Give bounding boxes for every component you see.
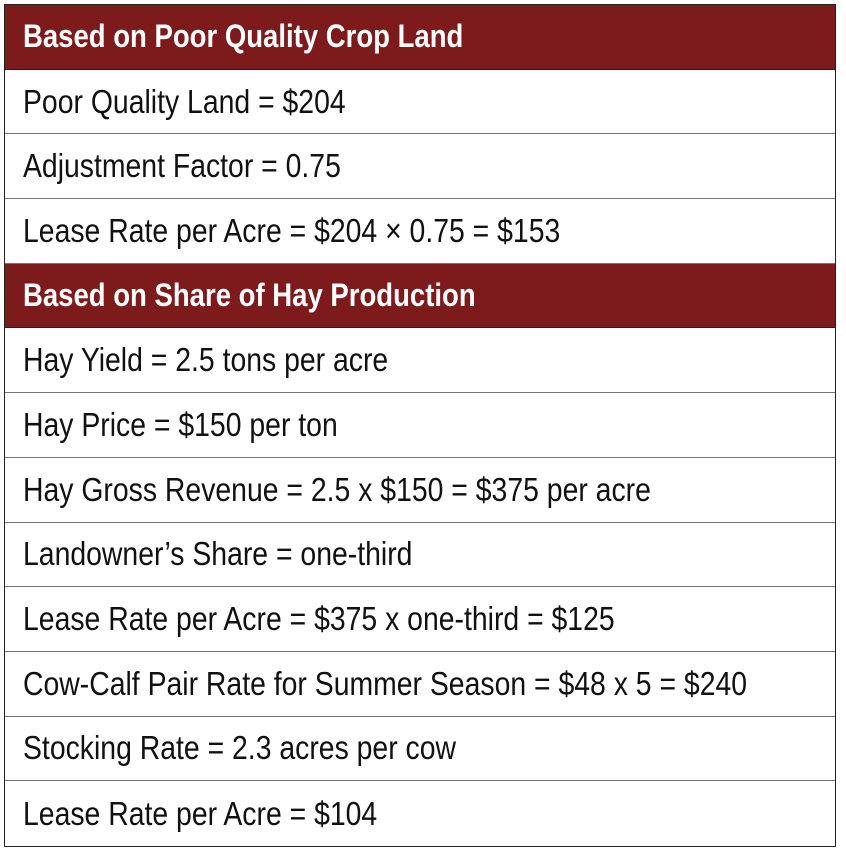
table-row: Lease Rate per Acre = $104 [5, 781, 835, 846]
row-text: Cow-Calf Pair Rate for Summer Season = $… [23, 664, 748, 702]
row-text: Landowner’s Share = one-third [23, 535, 413, 573]
table-row: Adjustment Factor = 0.75 [5, 134, 835, 200]
row-text: Hay Yield = 2.5 tons per acre [23, 341, 389, 379]
section-title: Based on Poor Quality Crop Land [23, 18, 464, 55]
section-header: Based on Poor Quality Crop Land [5, 5, 835, 70]
section-title: Based on Share of Hay Production [23, 277, 476, 314]
lease-rate-table: Based on Poor Quality Crop Land Poor Qual… [4, 4, 836, 847]
table-row: Cow-Calf Pair Rate for Summer Season = $… [5, 652, 835, 717]
table-row: Poor Quality Land = $204 [5, 70, 835, 135]
row-text: Lease Rate per Acre = $375 x one-third =… [23, 600, 615, 638]
row-text: Lease Rate per Acre = $104 [23, 794, 378, 832]
row-text: Hay Gross Revenue = 2.5 x $150 = $375 pe… [23, 470, 651, 508]
row-text: Poor Quality Land = $204 [23, 82, 346, 120]
section-header: Based on Share of Hay Production [5, 263, 835, 329]
table-row: Lease Rate per Acre = $204 × 0.75 = $153 [5, 199, 835, 264]
table-row: Lease Rate per Acre = $375 x one-third =… [5, 587, 835, 652]
table-row: Landowner’s Share = one-third [5, 523, 835, 588]
row-text: Stocking Rate = 2.3 acres per cow [23, 729, 457, 767]
table-row: Stocking Rate = 2.3 acres per cow [5, 717, 835, 782]
row-text: Hay Price = $150 per ton [23, 405, 338, 443]
table-row: Hay Gross Revenue = 2.5 x $150 = $375 pe… [5, 458, 835, 523]
table-row: Hay Yield = 2.5 tons per acre [5, 328, 835, 394]
row-text: Adjustment Factor = 0.75 [23, 147, 341, 185]
table-row: Hay Price = $150 per ton [5, 393, 835, 458]
row-text: Lease Rate per Acre = $204 × 0.75 = $153 [23, 211, 561, 249]
